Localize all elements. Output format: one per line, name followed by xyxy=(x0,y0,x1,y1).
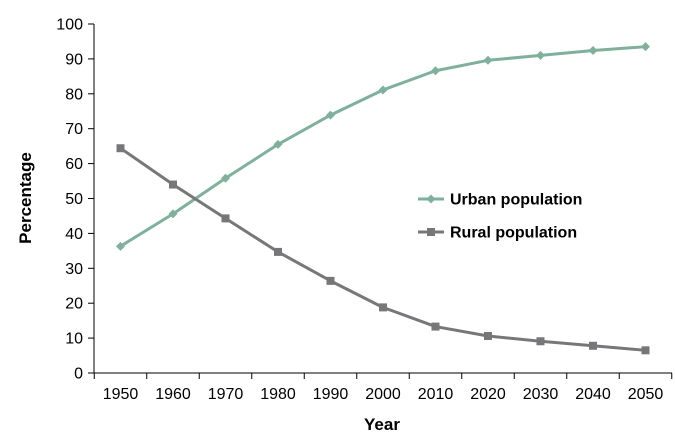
data-point xyxy=(378,85,388,95)
data-point xyxy=(274,247,282,256)
data-point xyxy=(536,50,545,60)
series-1 xyxy=(116,42,650,251)
y-axis-title: Percentage xyxy=(16,152,35,244)
x-tick-label: 2010 xyxy=(418,386,454,403)
x-tick-label: 1990 xyxy=(313,386,349,403)
data-point xyxy=(168,209,178,219)
data-point xyxy=(536,337,545,346)
x-tick-label: 1980 xyxy=(260,386,296,403)
x-tick-label: 2050 xyxy=(628,386,664,403)
legend-label: Urban population xyxy=(450,192,582,209)
legend-label: Rural population xyxy=(450,225,577,242)
y-tick-label: 30 xyxy=(65,261,83,278)
y-tick-label: 70 xyxy=(65,121,83,138)
y-tick-label: 10 xyxy=(65,331,83,348)
series-line xyxy=(119,45,646,248)
data-point xyxy=(589,341,597,350)
data-point xyxy=(484,332,492,341)
legend-swatch-marker xyxy=(426,194,436,204)
legend-item: Rural population xyxy=(418,225,577,242)
x-axis-title: Year xyxy=(364,415,400,434)
legend-swatch-marker xyxy=(427,228,435,236)
x-tick-label: 2020 xyxy=(470,386,506,403)
y-tick-label: 40 xyxy=(65,226,83,243)
data-point xyxy=(379,303,387,312)
x-tick-label: 2040 xyxy=(575,386,611,403)
y-tick-label: 60 xyxy=(65,156,83,173)
y-tick-label: 80 xyxy=(65,86,83,103)
series-layer xyxy=(116,42,650,355)
x-tick-label: 1970 xyxy=(208,386,244,403)
data-point xyxy=(221,173,230,183)
x-tick-label: 1960 xyxy=(155,386,191,403)
data-point xyxy=(641,346,650,355)
data-point xyxy=(221,214,230,223)
legend-item: Urban population xyxy=(418,192,582,209)
data-point xyxy=(273,139,283,149)
data-point xyxy=(641,42,650,52)
x-tick-label: 1950 xyxy=(103,386,139,403)
data-point xyxy=(483,55,493,65)
data-point xyxy=(588,46,598,56)
data-point xyxy=(169,180,177,189)
data-point xyxy=(116,144,125,153)
legend: Urban population Rural population xyxy=(418,192,582,242)
series-line xyxy=(119,147,646,352)
x-tick-label: 2030 xyxy=(523,386,559,403)
y-tick-label: 50 xyxy=(65,191,83,208)
y-tick-label: 100 xyxy=(56,17,83,34)
x-tick-label: 2000 xyxy=(365,386,401,403)
data-point xyxy=(431,322,440,331)
series-2 xyxy=(116,144,650,355)
y-tick-label: 0 xyxy=(74,366,83,383)
data-point xyxy=(326,276,335,285)
data-point xyxy=(116,241,125,251)
y-tick-label: 90 xyxy=(65,51,83,68)
data-point xyxy=(326,110,335,120)
y-tick-label: 20 xyxy=(65,296,83,313)
data-point xyxy=(431,66,440,76)
